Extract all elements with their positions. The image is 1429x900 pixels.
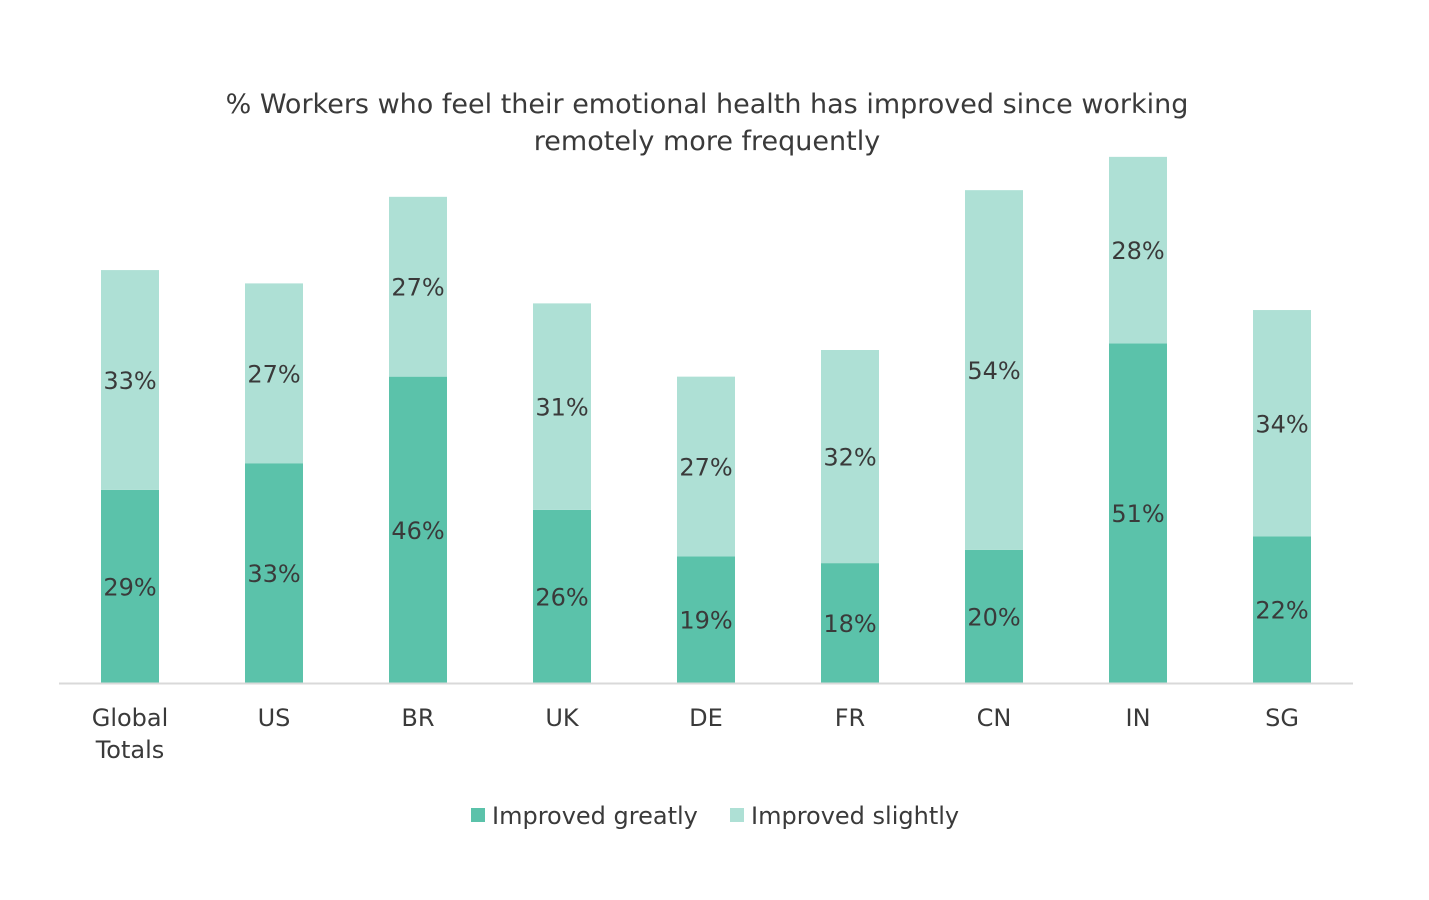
x-tick-label: IN bbox=[1125, 704, 1150, 732]
x-tick-label: FR bbox=[835, 704, 865, 732]
data-label: 26% bbox=[535, 583, 588, 611]
data-label: 46% bbox=[391, 517, 444, 545]
data-label: 34% bbox=[1255, 410, 1308, 438]
bar-improved-greatly bbox=[965, 549, 1023, 683]
legend-swatch bbox=[730, 808, 744, 822]
bars: 29% 33% 33% 27% 46% 27% 26% 31% 19% 27% 18% 32% 20% 5… bbox=[101, 156, 1311, 683]
data-label: 33% bbox=[103, 367, 156, 395]
bar-improved-slightly bbox=[965, 190, 1023, 550]
data-label: 22% bbox=[1255, 597, 1308, 625]
bar-improved-slightly bbox=[1253, 310, 1311, 537]
legend-label: Improved greatly bbox=[492, 802, 698, 830]
data-label: 27% bbox=[679, 454, 732, 482]
x-tick-label: US bbox=[258, 704, 291, 732]
x-tick-label: CN bbox=[977, 704, 1012, 732]
data-label: 28% bbox=[1111, 237, 1164, 265]
bar-improved-greatly bbox=[821, 563, 879, 683]
legend: Improved greatly Improved slightly bbox=[471, 802, 959, 830]
x-tick-label: BR bbox=[401, 704, 434, 732]
chart-title: % Workers who feel their emotional healt… bbox=[226, 89, 1189, 157]
data-label: 32% bbox=[823, 444, 876, 472]
bar-improved-slightly bbox=[1109, 156, 1167, 344]
data-label: 54% bbox=[967, 357, 1020, 385]
bar-improved-greatly bbox=[389, 376, 447, 683]
x-tick-label: Global bbox=[92, 704, 169, 732]
bar-improved-greatly bbox=[245, 463, 303, 683]
bar-improved-slightly bbox=[389, 196, 447, 377]
chart-title-line: remotely more frequently bbox=[534, 126, 880, 157]
chart-title-line: % Workers who feel their emotional healt… bbox=[226, 89, 1189, 120]
x-tick-labels: Global Totals US BR UK DE FR CN IN SG bbox=[92, 704, 1299, 764]
bar-improved-greatly bbox=[677, 556, 735, 683]
data-label: 31% bbox=[535, 394, 588, 422]
bar-improved-slightly bbox=[677, 376, 735, 557]
data-label: 20% bbox=[967, 603, 1020, 631]
legend-swatch bbox=[471, 808, 485, 822]
data-label: 33% bbox=[247, 560, 300, 588]
bar-improved-slightly bbox=[245, 283, 303, 464]
bar-improved-slightly bbox=[101, 270, 159, 490]
bar-improved-greatly bbox=[1109, 343, 1167, 683]
bar-improved-slightly bbox=[821, 350, 879, 564]
bar-improved-greatly bbox=[101, 489, 159, 683]
bar-improved-greatly bbox=[1253, 536, 1311, 683]
data-label: 18% bbox=[823, 610, 876, 638]
x-tick-label: SG bbox=[1265, 704, 1299, 732]
bar-improved-slightly bbox=[533, 303, 591, 510]
x-tick-label: DE bbox=[689, 704, 723, 732]
x-tick-label: Totals bbox=[95, 736, 165, 764]
data-label: 19% bbox=[679, 607, 732, 635]
data-label: 27% bbox=[247, 360, 300, 388]
data-label: 51% bbox=[1111, 500, 1164, 528]
x-tick-label: UK bbox=[545, 704, 580, 732]
bar-improved-greatly bbox=[533, 509, 591, 683]
data-label: 27% bbox=[391, 274, 444, 302]
legend-label: Improved slightly bbox=[751, 802, 959, 830]
data-label: 29% bbox=[103, 573, 156, 601]
